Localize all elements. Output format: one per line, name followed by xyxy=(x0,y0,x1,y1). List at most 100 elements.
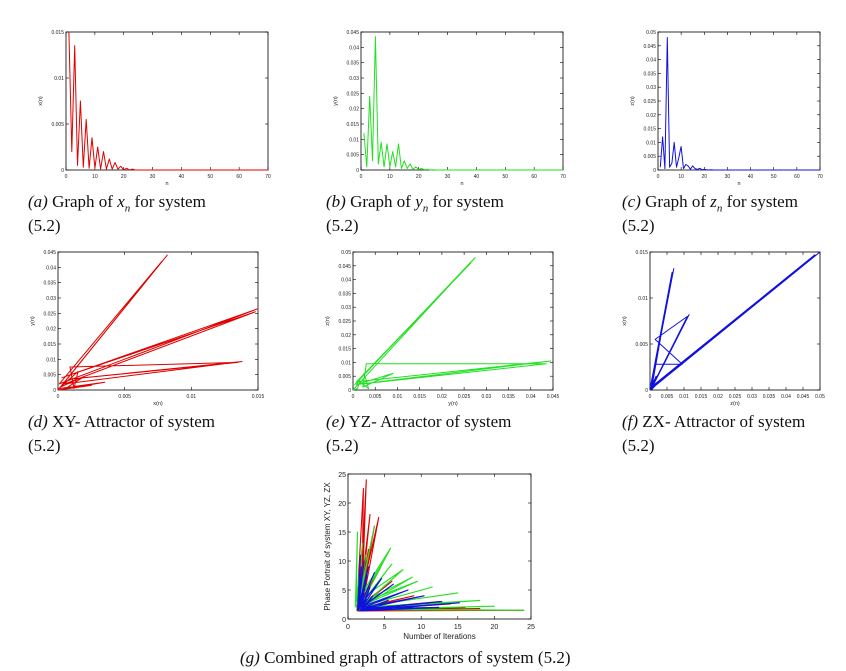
y-tick-label: 0.005 xyxy=(635,342,648,348)
caption-f-text: ZX- Attractor of system xyxy=(642,412,806,431)
y-tick-label: 0.035 xyxy=(643,71,656,77)
x-tick-label: 0.03 xyxy=(747,394,757,400)
y-tick-label: 0.05 xyxy=(341,250,351,256)
x-tick-label: 10 xyxy=(417,624,425,631)
caption-b: (b) Graph of yn for system xyxy=(326,190,504,220)
y-tick-label: 0.015 xyxy=(643,127,656,133)
series-line-0 xyxy=(363,36,563,171)
y-tick-label: 0.02 xyxy=(646,113,656,119)
caption-e-label: (e) xyxy=(326,412,345,431)
x-tick-label: 50 xyxy=(208,174,214,180)
series-line-0 xyxy=(352,257,552,391)
x-tick-label: 0.015 xyxy=(413,394,426,400)
caption-b-label: (b) xyxy=(326,192,346,211)
x-tick-label: 50 xyxy=(771,174,777,180)
x-tick-label: 20 xyxy=(702,174,708,180)
y-tick-label: 0.01 xyxy=(349,137,359,143)
chart-a: 0 10 20 30 40 50 60 70 0 0.005 0.01 0.015 n x(n) xyxy=(38,30,271,187)
x-tick-label: 0 xyxy=(346,624,350,631)
x-tick-label: 60 xyxy=(531,174,537,180)
caption-f-label: (f) xyxy=(622,412,639,431)
chart-g: 0 5 10 15 20 25 0 5 10 15 20 25 Number of Iterations… xyxy=(323,472,535,641)
x-tick-label: 0 xyxy=(360,174,363,180)
caption-a-line2: (5.2) xyxy=(28,216,61,235)
x-axis-label: z(n) xyxy=(730,401,740,407)
x-tick-label: 0.01 xyxy=(186,394,196,400)
x-tick-label: 40 xyxy=(179,174,185,180)
caption-e-line2: (5.2) xyxy=(326,436,359,455)
x-tick-label: 0 xyxy=(352,394,355,400)
y-tick-label: 5 xyxy=(342,588,346,595)
caption-c: (c) Graph of zn for system xyxy=(622,190,798,220)
y-tick-label: 25 xyxy=(338,472,346,479)
y-axis-label: x(n) xyxy=(622,316,628,326)
x-tick-label: 0.005 xyxy=(118,394,131,400)
y-axis-label: z(n) xyxy=(325,316,331,326)
y-tick-label: 0.025 xyxy=(338,319,351,325)
caption-f: (f) ZX- Attractor of system xyxy=(622,410,805,434)
series-line-1 xyxy=(354,525,525,611)
y-tick-label: 0.04 xyxy=(349,45,359,51)
x-tick-label: 0.005 xyxy=(661,394,674,400)
y-tick-label: 0.02 xyxy=(46,327,56,333)
y-tick-label: 0 xyxy=(53,388,56,394)
x-tick-label: 0.04 xyxy=(526,394,536,400)
y-tick-label: 0.02 xyxy=(341,333,351,339)
caption-a: (a) Graph of xn for system xyxy=(28,190,206,220)
x-tick-label: 25 xyxy=(527,624,535,631)
x-axis-label: y(n) xyxy=(448,401,458,407)
x-tick-label: 0.045 xyxy=(797,394,810,400)
y-tick-label: 0.04 xyxy=(341,278,351,284)
y-tick-label: 0.015 xyxy=(51,30,64,36)
x-tick-label: 0.01 xyxy=(679,394,689,400)
y-tick-label: 0.03 xyxy=(341,305,351,311)
y-tick-label: 0.01 xyxy=(341,360,351,366)
x-axis-label: n xyxy=(165,181,168,187)
series-line-0 xyxy=(659,37,820,171)
x-tick-label: 30 xyxy=(150,174,156,180)
y-tick-label: 0.01 xyxy=(54,76,64,82)
plot-frame xyxy=(65,31,269,171)
x-tick-label: 0.03 xyxy=(481,394,491,400)
x-tick-label: 10 xyxy=(678,174,684,180)
caption-g: (g) Combined graph of attractors of syst… xyxy=(240,646,570,670)
caption-d-label: (d) xyxy=(28,412,48,431)
y-tick-label: 0.015 xyxy=(338,347,351,353)
caption-d-text: XY- Attractor of system xyxy=(52,412,215,431)
y-tick-label: 20 xyxy=(338,501,346,508)
x-axis-label: Number of Iterations xyxy=(403,632,475,641)
y-tick-label: 0.02 xyxy=(349,107,359,113)
y-tick-label: 0.03 xyxy=(46,296,56,302)
y-axis-label: y(n) xyxy=(333,96,339,106)
caption-d: (d) XY- Attractor of system xyxy=(28,410,215,434)
y-tick-label: 0.005 xyxy=(643,154,656,160)
x-tick-label: 20 xyxy=(491,624,499,631)
y-tick-label: 0.04 xyxy=(46,265,56,271)
y-axis-label: y(n) xyxy=(30,316,36,326)
caption-b-text: Graph of yn for system xyxy=(350,192,504,215)
x-tick-label: 10 xyxy=(92,174,98,180)
caption-e: (e) YZ- Attractor of system xyxy=(326,410,511,434)
x-tick-label: 50 xyxy=(503,174,509,180)
x-tick-label: 60 xyxy=(794,174,800,180)
y-tick-label: 0.01 xyxy=(646,140,656,146)
x-tick-label: 30 xyxy=(725,174,731,180)
x-tick-label: 70 xyxy=(265,174,271,180)
series-line-0 xyxy=(649,251,821,391)
x-tick-label: 15 xyxy=(454,624,462,631)
y-tick-label: 0.015 xyxy=(43,342,56,348)
y-tick-label: 0.01 xyxy=(46,357,56,363)
y-tick-label: 0.025 xyxy=(346,91,359,97)
y-tick-label: 0.035 xyxy=(338,291,351,297)
x-tick-label: 0 xyxy=(657,174,660,180)
x-tick-label: 0.035 xyxy=(763,394,776,400)
x-axis-label: n xyxy=(737,181,740,187)
y-tick-label: 0.03 xyxy=(349,76,359,82)
x-tick-label: 0 xyxy=(57,394,60,400)
y-axis-label: Phase Portrait of system XY, YZ, ZX xyxy=(323,482,332,611)
y-tick-label: 0.01 xyxy=(638,296,648,302)
y-tick-label: 0 xyxy=(653,168,656,174)
chart-b: 0 10 20 30 40 50 60 70 0 0.005 0.01 0.015 0.02 0.025 0… xyxy=(333,30,566,187)
y-tick-label: 0 xyxy=(356,168,359,174)
y-tick-label: 0.035 xyxy=(346,61,359,67)
